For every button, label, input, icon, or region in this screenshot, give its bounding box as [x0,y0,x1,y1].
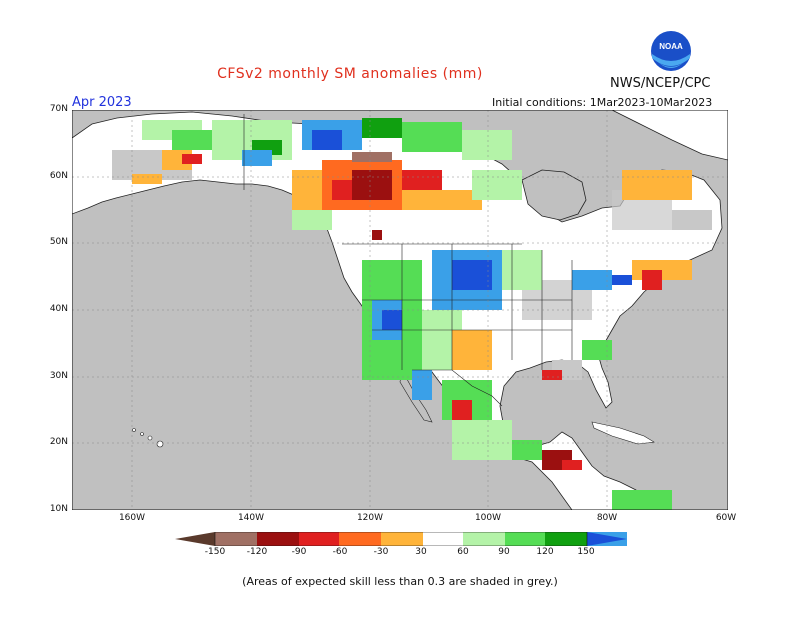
colorbar-tick: -90 [291,547,307,557]
colorbar-tick: -30 [373,547,389,557]
greenland-land [611,110,728,161]
lon-label-60w: 60W [715,513,737,523]
colorbar-tick: 30 [415,547,427,557]
map-title: CFSv2 monthly SM anomalies (mm) [217,66,483,82]
lat-label-50n: 50N [49,237,68,247]
anomaly-cells [112,118,712,510]
lon-label-140w: 140W [237,513,265,523]
agency-label: NWS/NCEP/CPC [610,76,711,91]
borders [243,114,573,407]
hawaii [132,428,164,448]
lat-label-30n: 30N [49,371,68,381]
colorbar-tick: 150 [577,547,595,557]
colorbar [175,532,627,546]
anomaly-map [72,110,728,510]
lat-label-70n: 70N [49,104,68,114]
lon-label-120w: 120W [356,513,384,523]
lon-label-80w: 80W [596,513,618,523]
logo-text: NOAA [659,42,683,51]
skill-footnote: (Areas of expected skill less than 0.3 a… [242,575,558,588]
hudson-bay [521,169,587,221]
noaa-logo: NOAA [651,31,691,71]
colorbar-tick: -150 [204,547,226,557]
lat-label-20n: 20N [49,437,68,447]
lat-label-40n: 40N [49,304,68,314]
colorbar-arrow-low [175,532,215,546]
forecast-month: Apr 2023 [72,95,132,110]
colorbar-arrow-high [587,532,627,546]
lat-label-10n: 10N [49,504,68,514]
graticule [72,110,728,510]
colorbar-tick: 120 [536,547,554,557]
lon-label-160w: 160W [118,513,146,523]
lon-label-100w: 100W [474,513,502,523]
colorbar-tick: 60 [457,547,469,557]
colorbar-tick: 90 [498,547,510,557]
initial-conditions: Initial conditions: 1Mar2023-10Mar2023 [492,96,713,109]
colorbar-tick: -120 [246,547,268,557]
colorbar-tick: -60 [332,547,348,557]
cuba [591,421,655,445]
lat-label-60n: 60N [49,171,68,181]
